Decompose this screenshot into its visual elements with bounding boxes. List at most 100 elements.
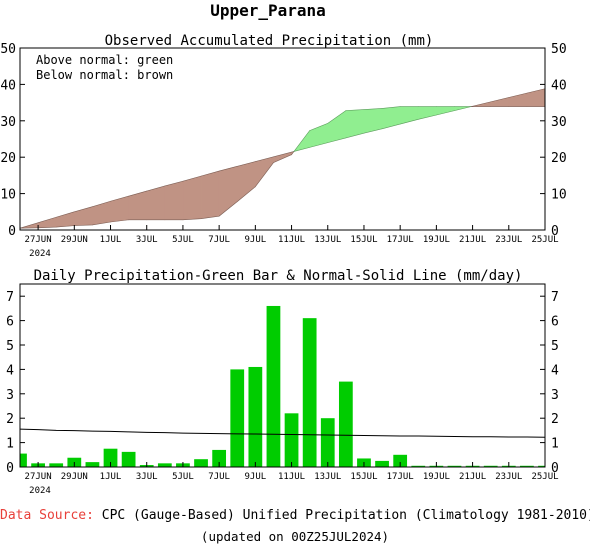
bottom-y-tick-label: 4 — [6, 363, 14, 378]
data-source-text: CPC (Gauge-Based) Unified Precipitation … — [101, 508, 590, 523]
bottom-x-tick-label: 13JUL — [314, 472, 341, 482]
top-x-tick-label: 17JUL — [387, 235, 414, 245]
accum-diff-area-segment — [255, 156, 274, 188]
top-x-tick-label: 5JUL — [172, 235, 194, 245]
accum-diff-area-segment — [236, 161, 256, 203]
accum-diff-area-segment — [291, 150, 295, 156]
bottom-x-tick-label: 23JUL — [495, 472, 522, 482]
top-x-tick-label: 21JUL — [459, 235, 486, 245]
accum-diff-area-segment — [490, 97, 510, 107]
data-source-line: Data Source: CPC (Gauge-Based) Unified P… — [0, 508, 590, 523]
normal-daily-line — [19, 428, 546, 438]
top-y-tick-label: 30 — [551, 115, 567, 130]
updated-line: (updated on 00Z25JUL2024) — [200, 529, 390, 544]
bottom-year-label: 2024 — [29, 486, 51, 496]
bottom-y-tick-label: 5 — [6, 339, 14, 354]
daily-bar — [447, 465, 462, 467]
bottom-x-tick-label: 29JUN — [61, 472, 88, 482]
bottom-y-tick-label: 1 — [551, 437, 559, 452]
top-x-tick-label: 11JUL — [278, 235, 305, 245]
top-x-tick-label: 27JUN — [25, 235, 52, 245]
daily-bar — [483, 465, 498, 467]
top-y-tick-label: 30 — [0, 115, 16, 130]
accum-diff-area-segment — [200, 170, 220, 220]
bottom-x-tick-label: 9JUL — [245, 472, 267, 482]
accum-diff-area-segment — [182, 175, 202, 221]
bottom-x-tick-label: 19JUL — [423, 472, 450, 482]
accum-diff-area-segment — [164, 180, 184, 221]
top-x-tick-label: 9JUL — [245, 235, 267, 245]
top-lines — [19, 88, 546, 229]
normal-accum-line — [19, 88, 546, 229]
bottom-x-tick-label: 7JUL — [208, 472, 230, 482]
daily-bar — [375, 460, 389, 467]
top-y-axis: 0 0 10 10 20 20 30 30 40 40 50 50 — [0, 42, 566, 239]
bottom-y-tick-label: 1 — [6, 437, 14, 452]
accum-diff-area-segment — [110, 195, 129, 223]
daily-bar — [338, 381, 353, 467]
daily-bar — [85, 462, 100, 467]
daily-bar — [157, 463, 172, 467]
accum-diff-area-segment — [37, 216, 57, 229]
bottom-x-tick-label: 25JUL — [531, 472, 558, 482]
top-y-tick-label: 40 — [551, 78, 567, 93]
daily-precipitation-panel: Daily Precipitation-Green Bar & Normal-S… — [6, 268, 559, 496]
bottom-x-tick-label: 3JUL — [136, 472, 158, 482]
top-y-tick-label: 0 — [551, 224, 559, 239]
bottom-y-tick-label: 7 — [6, 290, 14, 305]
bottom-y-tick-label: 6 — [551, 315, 559, 330]
bottom-y-tick-label: 7 — [551, 290, 559, 305]
top-areas — [19, 88, 546, 229]
bottom-x-tick-label: 21JUL — [459, 472, 486, 482]
bottom-y-tick-label: 5 — [551, 339, 559, 354]
top-y-tick-label: 10 — [551, 188, 567, 203]
top-x-tick-label: 7JUL — [208, 235, 230, 245]
daily-bar — [121, 451, 136, 467]
top-y-tick-label: 0 — [8, 224, 16, 239]
bottom-x-tick-label: 27JUN — [25, 472, 52, 482]
daily-bar — [284, 413, 299, 467]
daily-bar — [538, 465, 545, 467]
bottom-x-tick-label: 11JUL — [278, 472, 305, 482]
legend-below-normal: Below normal: brown — [36, 68, 173, 82]
accum-diff-area-segment — [92, 200, 111, 226]
top-x-tick-label: 3JUL — [136, 235, 158, 245]
bottom-x-tick-label: 1JUL — [100, 472, 122, 482]
bottom-y-tick-label: 2 — [6, 412, 14, 427]
daily-bar — [320, 418, 335, 467]
bottom-x-tick-label: 17JUL — [387, 472, 414, 482]
top-x-tick-label: 29JUN — [61, 235, 88, 245]
accum-diff-area-segment — [146, 185, 166, 221]
accum-diff-area-segment — [327, 110, 347, 144]
daily-bar — [49, 463, 64, 467]
top-x-tick-label: 13JUL — [314, 235, 341, 245]
bottom-x-tick-label: 5JUL — [172, 472, 194, 482]
accum-diff-area-segment — [454, 106, 472, 111]
daily-bar — [230, 369, 245, 467]
top-x-axis: 27JUN 29JUN 1JUL 3JUL 5JUL 7JUL 9JUL 11JUL 13JUL… — [25, 225, 559, 245]
daily-bar — [248, 366, 263, 467]
data-source-label: Data Source: — [0, 508, 94, 523]
daily-bar — [103, 448, 118, 467]
bottom-y-tick-label: 3 — [6, 388, 14, 403]
daily-bar — [520, 465, 534, 467]
bottom-x-axis: 27JUN 29JUN 1JUL 3JUL 5JUL 7JUL 9JUL 11JUL 13JUL… — [25, 462, 559, 482]
bottom-plot-frame — [19, 283, 546, 468]
accum-diff-area-segment — [381, 106, 401, 130]
top-x-tick-label: 1JUL — [100, 235, 122, 245]
daily-bar — [20, 453, 27, 467]
bottom-y-axis: 0 0 1 1 2 2 3 3 4 4 5 5 6 6 7 7 — [6, 290, 559, 476]
daily-bar — [393, 454, 408, 467]
bottom-y-tick-label: 3 — [551, 388, 559, 403]
bottom-y-tick-label: 2 — [551, 412, 559, 427]
top-plot-frame — [19, 47, 546, 231]
top-y-tick-label: 20 — [551, 151, 567, 166]
top-x-tick-label: 23JUL — [495, 235, 522, 245]
bottom-chart-title: Daily Precipitation-Green Bar & Normal-S… — [34, 268, 523, 284]
accum-diff-area-segment — [526, 88, 546, 107]
accum-diff-area-segment — [273, 151, 292, 164]
accumulated-precipitation-panel: Observed Accumulated Precipitation (mm) … — [0, 33, 566, 259]
top-chart-title: Observed Accumulated Precipitation (mm) — [105, 33, 434, 49]
bottom-bars — [20, 305, 545, 467]
